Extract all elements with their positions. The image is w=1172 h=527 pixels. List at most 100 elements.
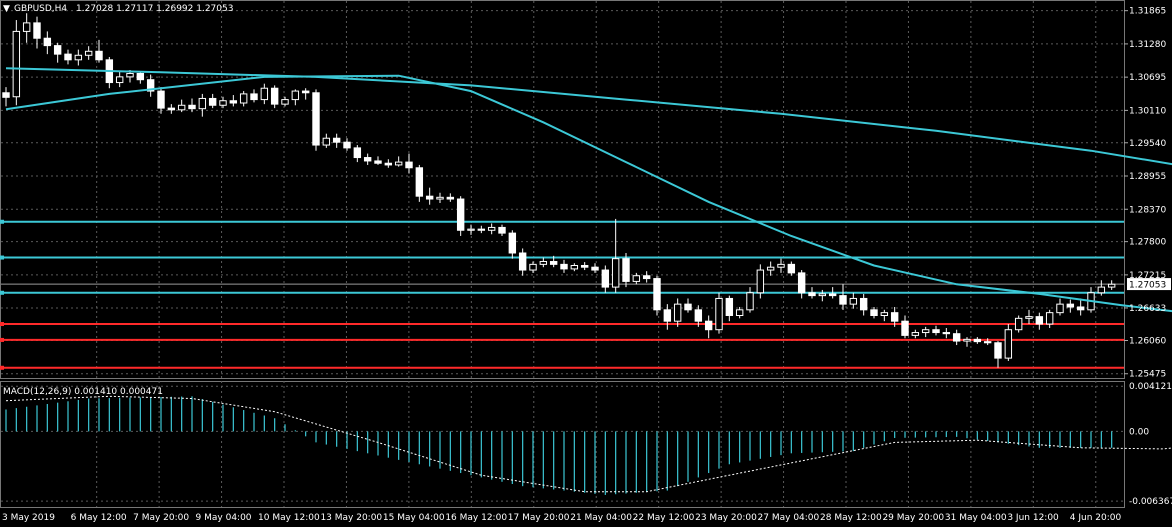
bear-candle [64, 53, 72, 61]
price-candles [2, 13, 1116, 368]
bull-candle [322, 137, 331, 146]
bull-candle [291, 90, 300, 101]
bear-candle [560, 263, 568, 270]
bull-candle [673, 303, 682, 322]
time-tick-label: 6 May 12:00 [71, 513, 127, 523]
bull-candle [487, 226, 496, 231]
bear-candle [498, 226, 506, 234]
current-price-tag [1127, 278, 1171, 291]
bear-candle [167, 107, 176, 111]
level-anchor-marker [0, 365, 4, 370]
bull-candle [281, 99, 289, 105]
bull-candle [1097, 286, 1106, 294]
bear-candle [415, 167, 424, 197]
bull-candle [880, 312, 889, 316]
bear-candle [95, 50, 103, 61]
bear-candle [694, 309, 703, 322]
bear-candle [808, 292, 816, 297]
bear-candle [188, 104, 196, 110]
bull-candle [911, 332, 920, 336]
chart-grid [0, 0, 1125, 508]
symbol-label: GBPUSD,H4 [14, 4, 67, 14]
bear-candle [301, 90, 310, 94]
time-tick-label: 28 May 12:00 [820, 513, 882, 523]
bull-candle [766, 266, 775, 271]
bear-candle [208, 97, 217, 106]
moving-averages [5, 67, 1172, 313]
bull-candle [260, 87, 269, 101]
bull-candle [746, 292, 754, 311]
time-tick-label: 27 May 04:00 [758, 513, 820, 523]
bull-candle [963, 338, 971, 342]
bear-candle [405, 161, 413, 169]
bear-candle [580, 265, 589, 268]
level-anchor-marker [0, 337, 4, 342]
bear-candle [229, 100, 238, 104]
ohlc-readout: 1.27028 1.27117 1.26992 1.27053 [76, 4, 233, 14]
time-tick-label: 31 May 04:00 [945, 513, 1007, 523]
bear-candle [787, 263, 796, 274]
bear-candle [952, 333, 961, 342]
bear-candle [343, 141, 351, 149]
price-tick-label: 1.28955 [1129, 172, 1166, 182]
bull-candle [1014, 317, 1023, 331]
macd-panel [5, 395, 1172, 495]
bear-candle [591, 266, 599, 271]
level-anchor-marker [0, 219, 4, 224]
bear-candle [2, 92, 10, 98]
level-anchor-marker [0, 290, 4, 295]
bear-candle [839, 295, 847, 305]
price-panel-frame [0, 0, 1125, 379]
bear-candle [870, 309, 878, 316]
bull-candle [611, 258, 620, 288]
triangle-down-icon[interactable]: ▼ [3, 4, 10, 14]
bull-candle [467, 228, 475, 231]
price-tick-label: 1.26633 [1129, 304, 1166, 314]
fast-moving-average [5, 74, 1172, 313]
bull-candle [570, 265, 579, 270]
bear-candle [973, 338, 982, 343]
bull-candle [849, 297, 858, 305]
axis-labels: 3 May 2019 6 May 12:00 7 May 20:00 9 May 04… [2, 7, 1172, 523]
time-tick-label: 4 Jun 20:00 [1070, 513, 1122, 523]
bear-candle [43, 37, 52, 47]
bear-candle [353, 147, 362, 159]
bear-candle [663, 309, 672, 322]
macd-panel-frame [0, 381, 1125, 508]
bear-candle [518, 252, 527, 271]
price-tick-label: 1.28370 [1129, 205, 1166, 215]
bear-candle [363, 157, 372, 162]
bull-candle [529, 263, 537, 271]
price-tick-label: 1.25475 [1129, 370, 1166, 380]
bear-candle [508, 232, 517, 254]
time-tick-label: 17 May 20:00 [508, 513, 570, 523]
bear-candle [797, 272, 806, 294]
bear-candle [312, 92, 320, 146]
bull-candle [177, 104, 186, 111]
macd-tick-label: -0.006367 [1129, 497, 1172, 507]
bear-candle [136, 72, 145, 81]
bear-candle [446, 196, 455, 200]
bear-candle [901, 320, 909, 336]
time-tick-label: 23 May 20:00 [695, 513, 757, 523]
time-tick-label: 29 May 20:00 [882, 513, 944, 523]
bear-candle [994, 342, 1002, 359]
bull-candle [921, 329, 930, 334]
bear-candle [374, 160, 382, 164]
current-price-label: 1.27053 [1129, 281, 1166, 291]
slow-moving-average [5, 67, 1172, 166]
price-tick-label: 1.27800 [1129, 238, 1166, 248]
price-tick-label: 1.27215 [1129, 271, 1166, 281]
bear-candle [622, 258, 630, 282]
bear-candle [33, 22, 41, 39]
bull-candle [126, 72, 134, 78]
price-tick-label: 1.26060 [1129, 337, 1166, 347]
bull-candle [1025, 316, 1033, 319]
bear-candle [1076, 306, 1085, 311]
bear-candle [157, 90, 165, 109]
time-tick-label: 10 May 12:00 [258, 513, 320, 523]
bear-candle [1035, 316, 1044, 325]
level-anchor-marker [0, 322, 4, 327]
bull-candle [1045, 312, 1054, 325]
